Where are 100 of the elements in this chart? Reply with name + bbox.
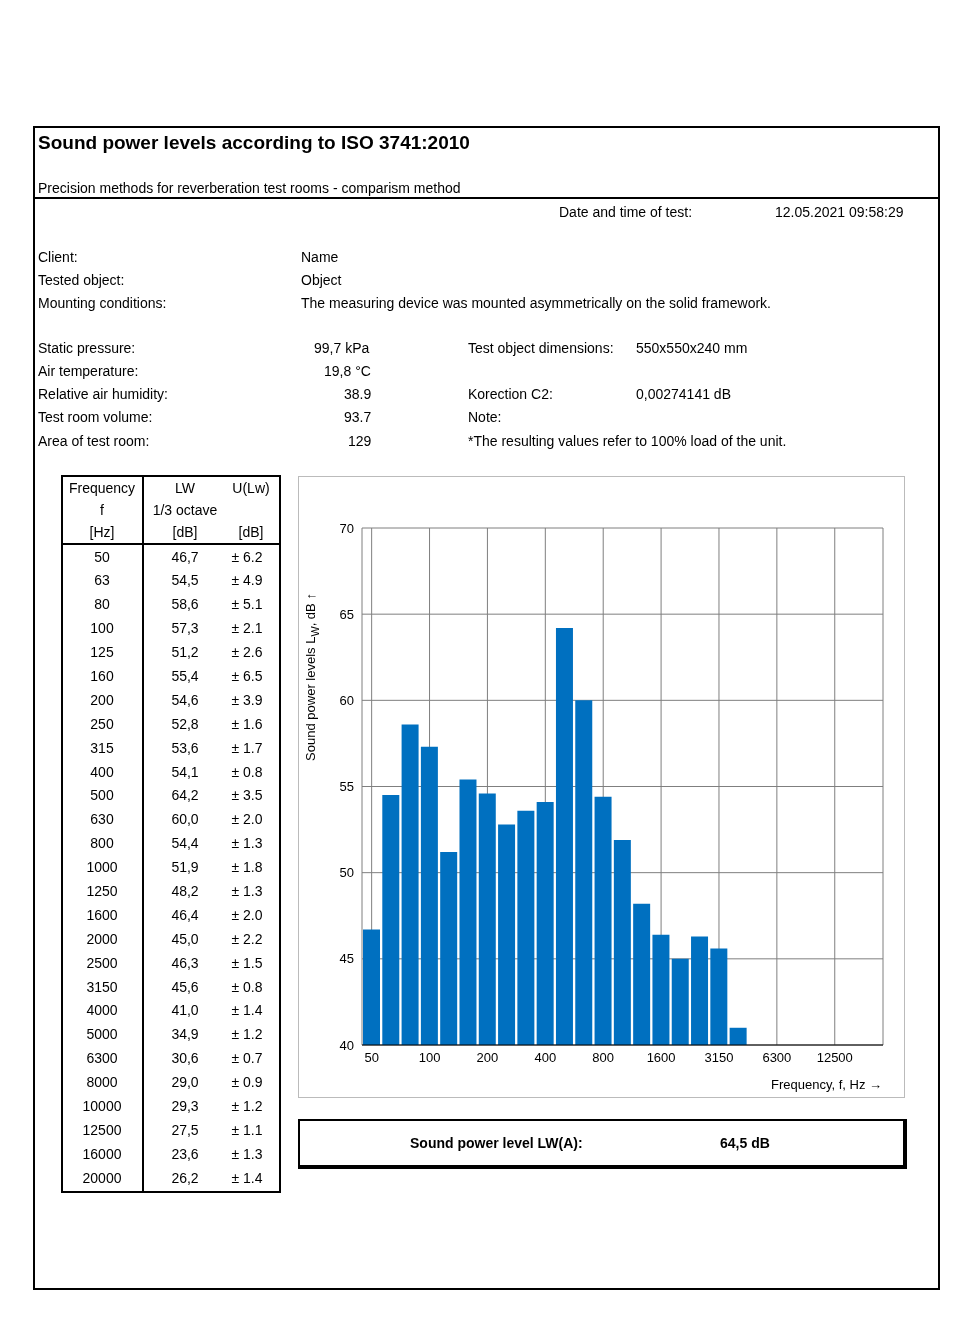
y-tick-label: 70	[339, 520, 354, 536]
text: 100	[90, 620, 114, 638]
text: ± 1.3	[231, 883, 263, 900]
text: 46,4	[171, 906, 199, 924]
text: 160	[90, 668, 114, 685]
text: Mounting conditions:	[38, 294, 167, 312]
text: 800	[90, 835, 114, 853]
text: 46,7	[171, 548, 199, 566]
text: Note:	[468, 408, 502, 426]
text: Tested object:	[38, 271, 125, 289]
text: 55,4	[171, 668, 199, 685]
text: 54,4	[171, 835, 199, 853]
text: 34,9	[171, 1026, 199, 1044]
text: 8000	[86, 1074, 118, 1091]
text: 51,2	[171, 644, 199, 661]
text: ± 3.5	[231, 787, 263, 805]
text: 16000	[82, 1145, 122, 1163]
text: Test object dimensions:	[468, 339, 614, 357]
y-tick-label: 50	[339, 865, 354, 881]
text: 1000	[86, 859, 118, 876]
text: 4000	[86, 1002, 118, 1020]
text: 53,6	[171, 739, 199, 757]
text: 5000	[86, 1026, 118, 1044]
text: 550x550x240 mm	[636, 339, 748, 357]
x-tick-label: 100	[418, 1050, 441, 1066]
text: ± 1.3	[231, 1145, 263, 1163]
text: 20000	[82, 1169, 122, 1187]
text: f	[100, 501, 104, 519]
text: Sound power levels according to ISO 3741:2010	[38, 131, 470, 155]
text: 63	[94, 572, 110, 590]
text: 51,9	[171, 859, 199, 876]
x-tick-label: 50	[364, 1050, 379, 1066]
text: Date and time of test:	[559, 203, 693, 221]
text: 1/3 octave	[152, 501, 218, 519]
y-tick-label: 65	[339, 606, 354, 622]
text: Area of test room:	[38, 432, 150, 450]
text: ± 1.4	[231, 1169, 263, 1187]
text: 80	[94, 596, 110, 614]
y-tick-label: 45	[339, 951, 354, 967]
text: 93.7	[344, 408, 372, 426]
y-tick-label: 60	[339, 692, 354, 708]
text: LW	[175, 479, 195, 497]
text: ± 0.7	[231, 1050, 263, 1068]
text: 3150	[86, 978, 118, 996]
text: ± 2.1	[231, 620, 263, 638]
text: 50	[94, 548, 110, 566]
text: 29,0	[171, 1074, 199, 1091]
text: ± 1.5	[231, 954, 263, 972]
text: ± 6.2	[231, 548, 263, 566]
text: Test room volume:	[38, 408, 153, 426]
x-tick-label: 200	[476, 1050, 499, 1066]
text: 250	[90, 715, 114, 733]
text: Relative air humidity:	[38, 385, 168, 403]
text: 29,3	[171, 1098, 199, 1115]
text: 54,5	[171, 572, 199, 590]
text: 45,0	[171, 930, 199, 948]
text: ± 1.8	[231, 859, 263, 876]
text: ± 2.0	[231, 811, 263, 829]
text: ± 1.6	[231, 715, 263, 733]
text: Sound power level LW(A):	[410, 1134, 583, 1152]
text: 46,3	[171, 954, 199, 972]
text: The measuring device was mounted asymmetrically on the solid framework.	[301, 294, 771, 312]
text: ± 0.8	[231, 978, 263, 996]
text: [dB]	[238, 523, 264, 541]
text: 64,5 dB	[720, 1134, 770, 1152]
text: 45,6	[171, 978, 199, 996]
text: 1600	[86, 906, 118, 924]
text: 30,6	[171, 1050, 199, 1068]
text: ± 4.9	[231, 572, 263, 590]
text: U(Lw)	[232, 479, 270, 497]
text: Client:	[38, 248, 78, 266]
text: 12500	[82, 1121, 122, 1139]
text: 23,6	[171, 1145, 199, 1163]
text: ± 2.2	[231, 930, 263, 948]
text: Object	[301, 271, 342, 289]
text: 2500	[86, 954, 118, 972]
text: ± 3.9	[231, 691, 263, 709]
text: ± 1.1	[231, 1121, 263, 1139]
text: 19,8 °C	[324, 362, 371, 380]
x-tick-label: 800	[592, 1050, 615, 1066]
text: 315	[90, 739, 114, 757]
text: ± 5.1	[231, 596, 263, 614]
text: 60,0	[171, 811, 199, 829]
x-tick-label: 12500	[816, 1050, 853, 1066]
text: ± 2.6	[231, 644, 263, 661]
x-tick-label: 3150	[704, 1050, 734, 1066]
text: 41,0	[171, 1002, 199, 1020]
text: *The resulting values refer to 100% load of the unit.	[468, 432, 787, 450]
text: 500	[90, 787, 114, 805]
text: ± 0.9	[231, 1074, 263, 1091]
x-axis-title: Frequency, f, Hz →	[770, 1077, 882, 1092]
text: [Hz]	[89, 523, 115, 541]
text: 12.05.2021 09:58:29	[775, 203, 904, 221]
text: 64,2	[171, 787, 199, 805]
text: ± 2.0	[231, 906, 263, 924]
text: 99,7 kPa	[314, 339, 370, 357]
text: ± 1.2	[231, 1026, 263, 1044]
text: Air temperature:	[38, 362, 139, 380]
text: 2000	[86, 930, 118, 948]
text: 10000	[82, 1098, 122, 1115]
